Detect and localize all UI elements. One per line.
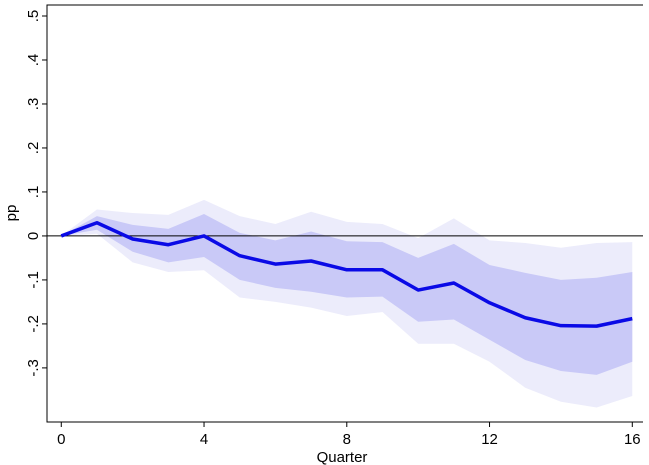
y-tick-label: .5	[25, 10, 42, 23]
y-tick-label: -.2	[25, 315, 42, 333]
y-tick-label: 0	[25, 232, 42, 240]
x-tick-label: 12	[481, 431, 498, 448]
y-axis-label: pp	[3, 205, 20, 222]
x-tick-label: 16	[624, 431, 641, 448]
x-axis-label: Quarter	[317, 449, 368, 465]
x-tick-label: 8	[343, 431, 351, 448]
plot-frame	[46, 4, 643, 423]
y-tick-label: -.3	[25, 359, 42, 377]
y-tick-label: .4	[25, 54, 42, 67]
confidence-band	[61, 213, 633, 375]
y-tick-label: -.1	[25, 271, 42, 289]
response-line	[60, 220, 633, 328]
y-tick-label: .2	[25, 142, 42, 155]
x-tick-label: 0	[57, 431, 65, 448]
x-tick-label: 4	[200, 431, 208, 448]
y-tick-label: .3	[25, 98, 42, 111]
y-tick-label: .1	[25, 186, 42, 199]
